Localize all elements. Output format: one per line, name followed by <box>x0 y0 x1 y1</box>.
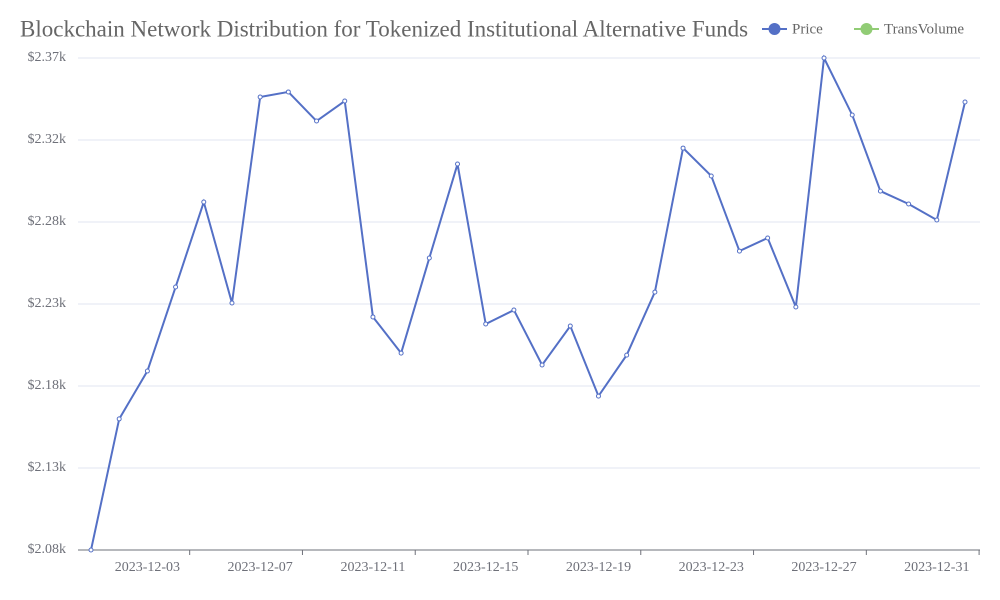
x-tick-label: 2023-12-31 <box>904 560 969 575</box>
y-tick-label: $2.32k <box>28 132 67 147</box>
point <box>342 98 348 104</box>
point <box>285 89 291 95</box>
x-tick-label: 2023-12-07 <box>227 560 292 575</box>
y-tick-label: $2.28k <box>28 214 67 229</box>
x-tick-label: 2023-12-03 <box>115 560 180 575</box>
x-tick-label: 2023-12-11 <box>341 560 406 575</box>
x-tick-label: 2023-12-23 <box>679 560 744 575</box>
y-tick-label: $2.18k <box>28 378 67 393</box>
point <box>680 145 686 151</box>
point <box>257 94 263 100</box>
point <box>624 352 630 358</box>
point <box>398 350 404 356</box>
x-tick-label: 2023-12-19 <box>566 560 631 575</box>
line <box>90 54 966 551</box>
point <box>652 289 658 295</box>
legend-marker <box>860 23 873 35</box>
chart-title: Blockchain Network Distribution for Toke… <box>20 16 748 41</box>
point <box>201 199 207 205</box>
point <box>144 368 150 374</box>
point <box>229 300 235 306</box>
x-tick-label: 2023-12-15 <box>453 560 518 575</box>
point <box>877 188 883 194</box>
point <box>370 314 376 320</box>
y-tick-label: $2.23k <box>28 296 67 311</box>
point <box>88 547 94 553</box>
x-tick-label: 2023-12-27 <box>791 560 856 575</box>
point <box>314 118 320 124</box>
legend-label: TransVolume <box>884 21 964 37</box>
point <box>708 173 714 179</box>
point <box>821 55 827 61</box>
point <box>765 235 771 241</box>
point <box>849 112 855 118</box>
y-tick-label: $2.13k <box>28 460 67 475</box>
point <box>736 248 742 254</box>
point <box>116 416 122 422</box>
point <box>906 201 912 207</box>
y-tick-label: $2.37k <box>28 50 67 65</box>
point <box>483 321 489 327</box>
point <box>173 284 179 290</box>
point <box>511 307 517 313</box>
legend-label: Price <box>792 21 823 37</box>
point <box>567 323 573 329</box>
point <box>539 362 545 368</box>
y-tick-label: $2.08k <box>28 542 67 557</box>
legend-marker <box>768 23 781 35</box>
point <box>793 304 799 310</box>
point <box>455 161 461 167</box>
point <box>426 255 432 261</box>
point <box>962 99 968 105</box>
point <box>934 217 940 223</box>
point <box>595 393 601 399</box>
